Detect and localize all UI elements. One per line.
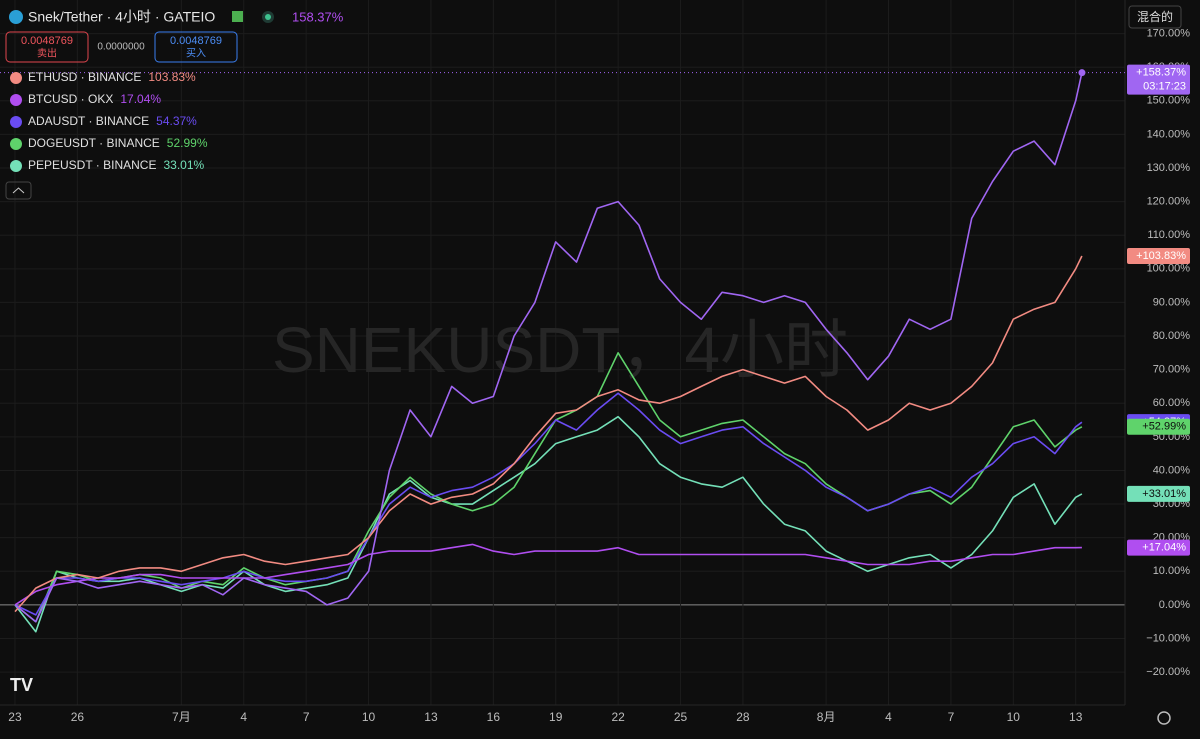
y-tick-label: 80.00% bbox=[1153, 330, 1191, 342]
x-tick-label: 7 bbox=[948, 710, 955, 724]
buy-price: 0.0048769 bbox=[170, 35, 222, 47]
x-tick-label: 26 bbox=[71, 710, 85, 724]
x-tick-label: 4 bbox=[885, 710, 892, 724]
y-tick-label: 90.00% bbox=[1153, 296, 1191, 308]
x-tick-label: 7 bbox=[303, 710, 310, 724]
series-line bbox=[14, 392, 1083, 616]
symbol-icon bbox=[9, 10, 23, 24]
y-tick-label: 150.00% bbox=[1147, 95, 1191, 107]
y-tick-label: 0.00% bbox=[1159, 599, 1190, 611]
y-tick-label: 170.00% bbox=[1147, 28, 1191, 40]
y-tick-label: 100.00% bbox=[1147, 263, 1191, 275]
value-badge bbox=[1127, 64, 1190, 95]
x-tick-label: 8月 bbox=[817, 710, 836, 724]
y-tick-label: 60.00% bbox=[1153, 397, 1191, 409]
legend-icon bbox=[10, 160, 22, 172]
scale-mode-button[interactable] bbox=[1128, 5, 1182, 29]
status-dot bbox=[265, 14, 271, 20]
legend-name: PEPEUSDT · BINANCE bbox=[28, 158, 156, 172]
title-change: 158.37% bbox=[292, 9, 344, 24]
settings-icon[interactable] bbox=[1157, 711, 1171, 725]
x-tick-label: 25 bbox=[674, 710, 688, 724]
legend-value: 52.99% bbox=[167, 136, 208, 150]
legend-icon bbox=[10, 116, 22, 128]
y-tick-label: −20.00% bbox=[1146, 666, 1190, 678]
legend-icon bbox=[10, 138, 22, 150]
legend-icon bbox=[10, 72, 22, 84]
legend-value: 103.83% bbox=[148, 70, 196, 84]
watermark: SNEKUSDT，4小时 bbox=[272, 314, 848, 386]
flag-icon bbox=[232, 11, 243, 22]
last-point bbox=[1078, 69, 1086, 77]
legend-name: BTCUSD · OKX bbox=[28, 92, 113, 106]
y-tick-label: 120.00% bbox=[1147, 196, 1191, 208]
legend-value: 54.37% bbox=[156, 114, 197, 128]
legend-value: 33.01% bbox=[163, 158, 204, 172]
value-badge-label: +103.83% bbox=[1136, 250, 1186, 262]
value-badge bbox=[1127, 485, 1190, 502]
legend: ETHUSD · BINANCE 103.83% BTCUSD · OKX 17.04… bbox=[10, 70, 208, 172]
legend-name: DOGEUSDT · BINANCE bbox=[28, 136, 160, 150]
x-tick-label: 16 bbox=[487, 710, 501, 724]
grid bbox=[0, 0, 1125, 705]
value-badge bbox=[1127, 247, 1190, 264]
x-tick-label: 13 bbox=[424, 710, 438, 724]
collapse-icon bbox=[12, 187, 25, 194]
y-tick-label: 70.00% bbox=[1153, 364, 1191, 376]
x-tick-label: 22 bbox=[611, 710, 625, 724]
series-line bbox=[14, 543, 1082, 606]
x-tick-label: 10 bbox=[362, 710, 376, 724]
value-badge-label: +33.01% bbox=[1142, 488, 1186, 500]
sell-label: 卖出 bbox=[37, 47, 57, 60]
buy-label: 买入 bbox=[186, 48, 206, 60]
value-badge-label: +17.04% bbox=[1142, 542, 1186, 554]
y-tick-label: 130.00% bbox=[1147, 162, 1191, 174]
legend-name: ADAUSDT · BINANCE bbox=[28, 114, 149, 128]
plot bbox=[0, 69, 1125, 633]
spread: 0.0000000 bbox=[97, 42, 145, 53]
series-line bbox=[14, 415, 1083, 633]
x-tick-label: 7月 bbox=[172, 710, 191, 724]
series-line bbox=[14, 72, 1083, 623]
logo: TV bbox=[10, 675, 33, 695]
countdown: 03:17:23 bbox=[1143, 81, 1186, 93]
y-tick-label: 40.00% bbox=[1153, 464, 1191, 476]
value-badge-label: +158.37% bbox=[1136, 67, 1186, 79]
x-tick-label: 10 bbox=[1007, 710, 1021, 724]
value-badge-label: +52.99% bbox=[1142, 421, 1186, 433]
y-tick-label: 110.00% bbox=[1147, 229, 1190, 241]
series-line bbox=[14, 255, 1083, 613]
y-tick-label: 10.00% bbox=[1153, 565, 1191, 577]
y-tick-label: 140.00% bbox=[1147, 128, 1191, 140]
sell-button[interactable] bbox=[5, 31, 89, 63]
value-badge bbox=[1127, 539, 1190, 556]
axes: −20.00%−10.00%0.00%10.00%20.00%30.00%40.… bbox=[8, 28, 1190, 725]
x-tick-label: 23 bbox=[8, 710, 22, 724]
legend-name: ETHUSD · BINANCE bbox=[28, 70, 141, 84]
collapse-button[interactable] bbox=[5, 181, 32, 200]
y-tick-label: −10.00% bbox=[1146, 632, 1190, 644]
legend-icon bbox=[10, 94, 22, 106]
x-tick-label: 4 bbox=[240, 710, 247, 724]
x-tick-label: 19 bbox=[549, 710, 563, 724]
sell-price: 0.0048769 bbox=[21, 35, 73, 47]
scale-mode: 混合的 bbox=[1137, 9, 1173, 24]
value-badge bbox=[1127, 418, 1190, 435]
chart-title: Snek/Tether · 4小时 · GATEIO bbox=[28, 9, 215, 25]
legend-value: 17.04% bbox=[120, 92, 161, 106]
x-tick-label: 28 bbox=[736, 710, 750, 724]
x-tick-label: 13 bbox=[1069, 710, 1083, 724]
buy-button[interactable] bbox=[154, 31, 238, 63]
